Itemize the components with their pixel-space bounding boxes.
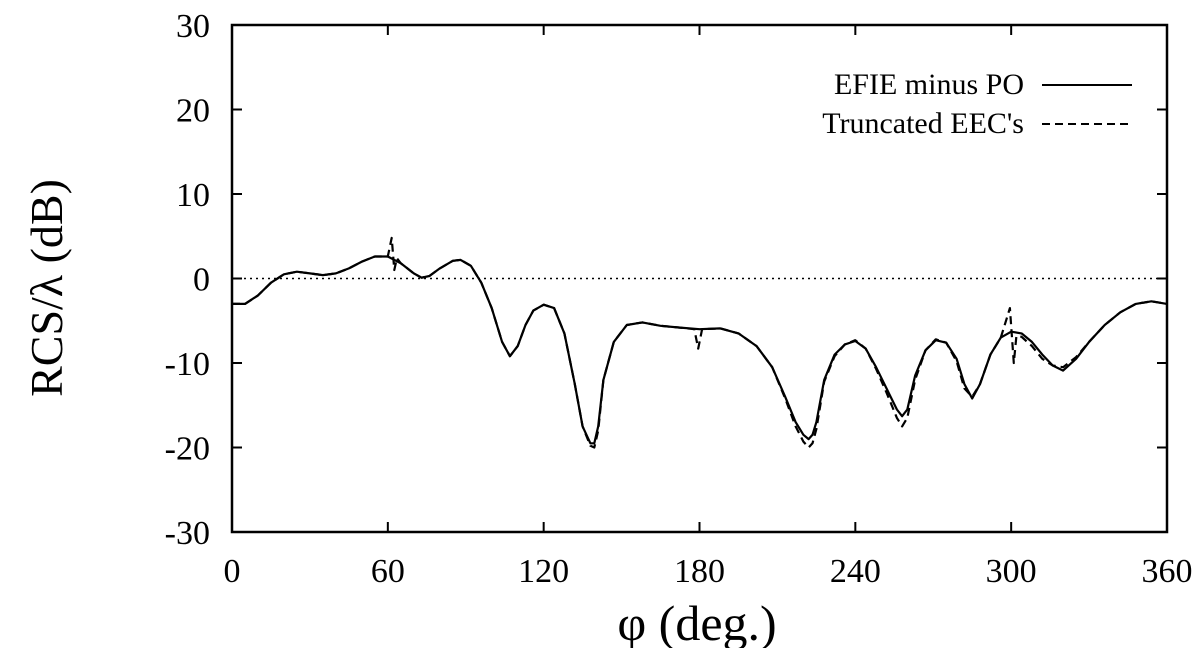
tick-labels: 0 60 120 180 240 300 360 30 20 10 0 -10 -20 -30: [165, 8, 1193, 590]
plot-frame: [230, 23, 1169, 534]
x-tick-label: 60: [371, 553, 405, 590]
legend-label-efie: EFIE minus PO: [834, 68, 1024, 101]
series-line-1: [232, 236, 1168, 449]
series-line-0: [232, 255, 1168, 445]
y-tick-label: 0: [193, 262, 210, 299]
plot-area: [230, 23, 1169, 534]
y-tick-label: 20: [176, 93, 210, 130]
x-axis-title: φ (deg.): [617, 595, 776, 648]
y-axis-title: RCS/λ (dB): [21, 179, 72, 397]
x-tick-label: 300: [986, 553, 1037, 590]
x-tick-label: 0: [224, 553, 241, 590]
y-tick-label: 30: [176, 8, 210, 45]
y-tick-label: 10: [176, 177, 210, 214]
axis-ticks: [231, 24, 1168, 533]
legend: EFIE minus PO Truncated EEC's: [822, 68, 1132, 140]
x-tick-label: 180: [674, 553, 725, 590]
series-lines: [232, 236, 1168, 449]
y-tick-label: -10: [165, 346, 210, 383]
y-tick-label: -30: [165, 515, 210, 552]
x-tick-label: 360: [1142, 553, 1193, 590]
y-tick-label: -20: [165, 431, 210, 468]
x-tick-label: 240: [830, 553, 881, 590]
x-tick-label: 120: [518, 553, 569, 590]
legend-label-eec: Truncated EEC's: [822, 107, 1024, 140]
